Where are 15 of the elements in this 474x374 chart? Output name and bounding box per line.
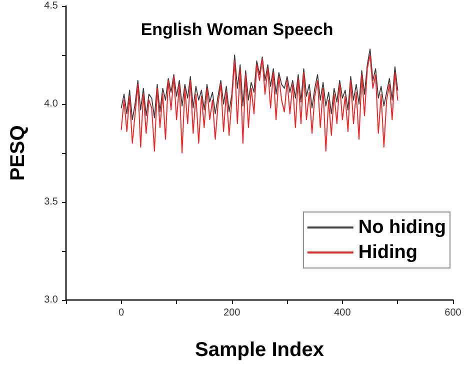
y-axis-title: PESQ: [7, 125, 29, 181]
x-axis-title: Sample Index: [195, 339, 324, 361]
legend-label: No hiding: [358, 217, 446, 238]
line-series: [120, 54, 398, 154]
y-tick-label: 3.5: [44, 196, 58, 208]
x-tick-label: 600: [444, 308, 462, 318]
y-tick-label: 3.0: [44, 294, 58, 306]
line-series: [120, 48, 398, 120]
x-tick-label: 0: [118, 308, 125, 318]
text: English Woman Speech: [140, 20, 334, 39]
y-tick-label: 4.0: [44, 98, 58, 110]
x-tick-label: 400: [334, 308, 352, 318]
x-tick-label: 200: [224, 308, 241, 318]
legend-label: Hiding: [358, 242, 418, 263]
y-tick-label: 4.5: [44, 0, 58, 12]
